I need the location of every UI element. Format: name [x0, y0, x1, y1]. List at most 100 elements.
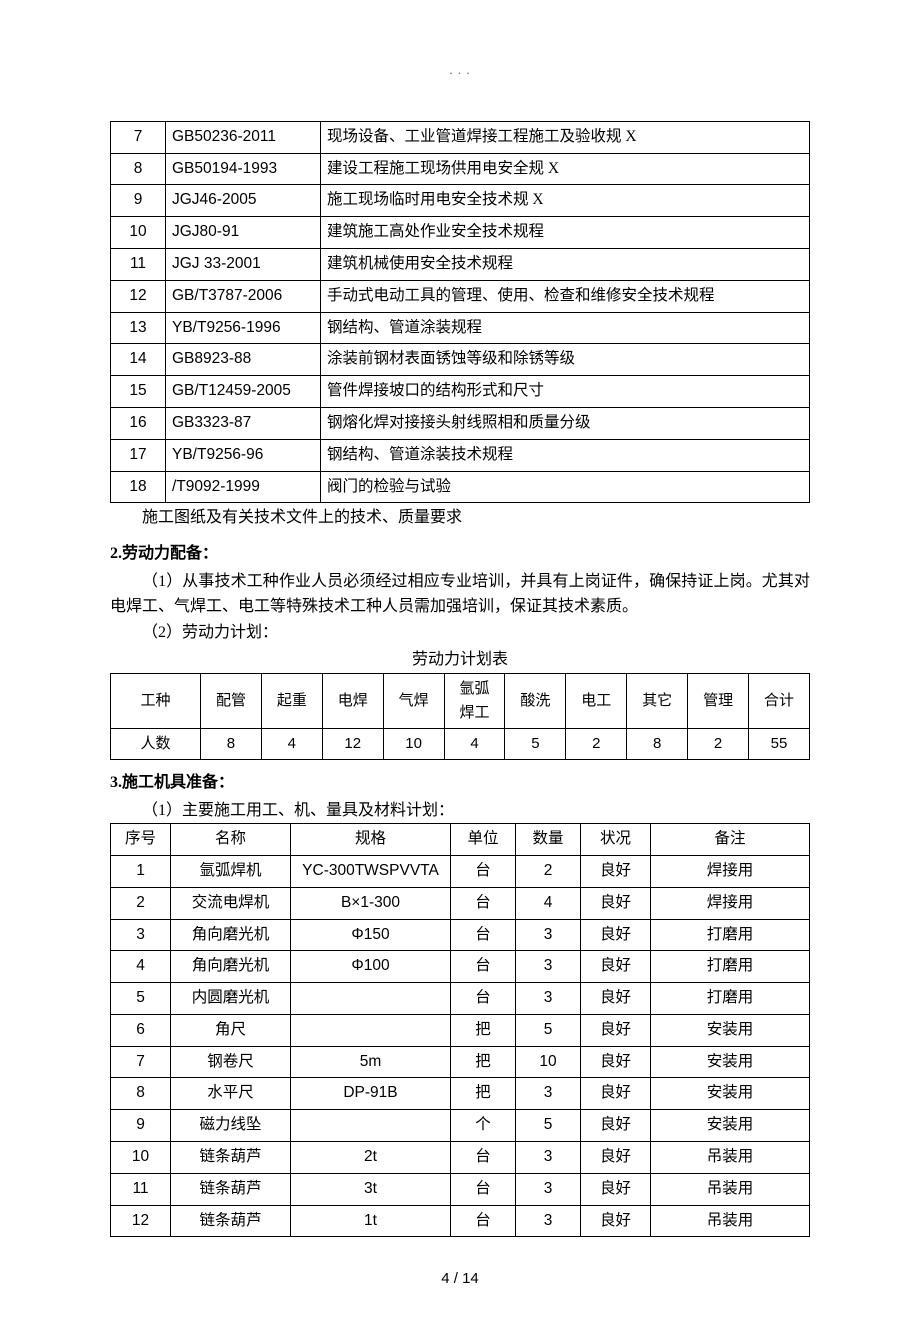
- equipment-cell: 良好: [581, 887, 651, 919]
- equipment-cell: 1t: [291, 1205, 451, 1237]
- standards-desc: 钢结构、管道涂装技术规程: [321, 439, 810, 471]
- equipment-cell: 焊接用: [651, 887, 810, 919]
- standards-num: 17: [111, 439, 166, 471]
- equipment-cell: 3: [111, 919, 171, 951]
- page-header: . . .: [110, 60, 810, 81]
- table-row: 10JGJ80-91建筑施工高处作业安全技术规程: [111, 217, 810, 249]
- standards-desc: 钢熔化焊对接接头射线照相和质量分级: [321, 407, 810, 439]
- labor-table-title: 劳动力计划表: [110, 647, 810, 673]
- equipment-cell: 水平尺: [171, 1078, 291, 1110]
- equipment-cell: 把: [451, 1014, 516, 1046]
- standards-code: GB/T3787-2006: [166, 280, 321, 312]
- standards-desc: 管件焊接坡口的结构形式和尺寸: [321, 376, 810, 408]
- section2-heading: 2.劳动力配备：: [110, 541, 810, 567]
- labor-value-cell: 55: [749, 728, 810, 759]
- equipment-cell: 3: [516, 951, 581, 983]
- equipment-cell: 台: [451, 919, 516, 951]
- standards-num: 16: [111, 407, 166, 439]
- standards-desc: 建筑机械使用安全技术规程: [321, 248, 810, 280]
- equipment-cell: 氩弧焊机: [171, 855, 291, 887]
- labor-header-cell: 电工: [566, 673, 627, 728]
- equipment-cell: 良好: [581, 951, 651, 983]
- equipment-cell: B×1-300: [291, 887, 451, 919]
- labor-value-cell: 12: [322, 728, 383, 759]
- equipment-cell: 角尺: [171, 1014, 291, 1046]
- equipment-cell: 5: [111, 983, 171, 1015]
- equipment-header-cell: 数量: [516, 824, 581, 856]
- labor-header-cell: 管理: [688, 673, 749, 728]
- labor-value-cell: 4: [261, 728, 322, 759]
- equipment-cell: 良好: [581, 1173, 651, 1205]
- equipment-cell: 2: [111, 887, 171, 919]
- equipment-cell: 良好: [581, 1078, 651, 1110]
- labor-value-cell: 4: [444, 728, 505, 759]
- standards-num: 11: [111, 248, 166, 280]
- equipment-table: 序号名称规格单位数量状况备注1氩弧焊机YC-300TWSPVVTA台2良好焊接用…: [110, 823, 810, 1237]
- equipment-header-cell: 序号: [111, 824, 171, 856]
- table-row: 6角尺把5良好安装用: [111, 1014, 810, 1046]
- equipment-cell: 3: [516, 919, 581, 951]
- standards-desc: 建设工程施工现场供用电安全规 X: [321, 153, 810, 185]
- labor-header-cell: 酸洗: [505, 673, 566, 728]
- equipment-cell: 4: [516, 887, 581, 919]
- equipment-cell: 个: [451, 1110, 516, 1142]
- table-row: 2交流电焊机B×1-300台4良好焊接用: [111, 887, 810, 919]
- equipment-header-cell: 规格: [291, 824, 451, 856]
- table-row: 12GB/T3787-2006手动式电动工具的管理、使用、检查和维修安全技术规程: [111, 280, 810, 312]
- equipment-cell: 安装用: [651, 1110, 810, 1142]
- equipment-cell: 3: [516, 1173, 581, 1205]
- section2-para2: （2）劳动力计划：: [110, 620, 810, 646]
- equipment-header-cell: 单位: [451, 824, 516, 856]
- standards-num: 13: [111, 312, 166, 344]
- standards-desc: 施工现场临时用电安全技术规 X: [321, 185, 810, 217]
- standards-code: YB/T9256-96: [166, 439, 321, 471]
- equipment-cell: 打磨用: [651, 919, 810, 951]
- standards-code: JGJ46-2005: [166, 185, 321, 217]
- equipment-cell: 台: [451, 887, 516, 919]
- equipment-cell: 3t: [291, 1173, 451, 1205]
- equipment-cell: 吊装用: [651, 1205, 810, 1237]
- equipment-cell: 安装用: [651, 1046, 810, 1078]
- section3-heading: 3.施工机具准备：: [110, 770, 810, 796]
- equipment-cell: 吊装用: [651, 1173, 810, 1205]
- equipment-cell: Φ100: [291, 951, 451, 983]
- equipment-header-cell: 备注: [651, 824, 810, 856]
- equipment-cell: 11: [111, 1173, 171, 1205]
- equipment-cell: 台: [451, 855, 516, 887]
- equipment-cell: 安装用: [651, 1014, 810, 1046]
- equipment-cell: 安装用: [651, 1078, 810, 1110]
- standards-num: 7: [111, 121, 166, 153]
- standards-code: GB50194-1993: [166, 153, 321, 185]
- equipment-cell: 打磨用: [651, 983, 810, 1015]
- equipment-cell: 4: [111, 951, 171, 983]
- standards-desc: 钢结构、管道涂装规程: [321, 312, 810, 344]
- table-row: 15GB/T12459-2005管件焊接坡口的结构形式和尺寸: [111, 376, 810, 408]
- equipment-cell: 打磨用: [651, 951, 810, 983]
- equipment-cell: YC-300TWSPVVTA: [291, 855, 451, 887]
- equipment-cell: 8: [111, 1078, 171, 1110]
- table-row: 7钢卷尺5m把10良好安装用: [111, 1046, 810, 1078]
- labor-value-cell: 5: [505, 728, 566, 759]
- labor-value-cell: 8: [627, 728, 688, 759]
- standards-code: JGJ80-91: [166, 217, 321, 249]
- equipment-cell: 台: [451, 1142, 516, 1174]
- equipment-cell: 链条葫芦: [171, 1173, 291, 1205]
- equipment-cell: 6: [111, 1014, 171, 1046]
- table-row: 13YB/T9256-1996钢结构、管道涂装规程: [111, 312, 810, 344]
- standards-code: /T9092-1999: [166, 471, 321, 503]
- table-row: 17YB/T9256-96钢结构、管道涂装技术规程: [111, 439, 810, 471]
- table-header-row: 序号名称规格单位数量状况备注: [111, 824, 810, 856]
- equipment-cell: 台: [451, 983, 516, 1015]
- labor-header-cell: 配管: [201, 673, 262, 728]
- labor-header-cell: 氩弧焊工: [444, 673, 505, 728]
- table-row: 8GB50194-1993建设工程施工现场供用电安全规 X: [111, 153, 810, 185]
- equipment-cell: 良好: [581, 855, 651, 887]
- table-row: 1氩弧焊机YC-300TWSPVVTA台2良好焊接用: [111, 855, 810, 887]
- standards-num: 14: [111, 344, 166, 376]
- standards-desc: 手动式电动工具的管理、使用、检查和维修安全技术规程: [321, 280, 810, 312]
- standards-code: GB50236-2011: [166, 121, 321, 153]
- standards-desc: 涂装前钢材表面锈蚀等级和除锈等级: [321, 344, 810, 376]
- labor-value-cell: 2: [566, 728, 627, 759]
- standards-code: GB/T12459-2005: [166, 376, 321, 408]
- equipment-cell: 10: [516, 1046, 581, 1078]
